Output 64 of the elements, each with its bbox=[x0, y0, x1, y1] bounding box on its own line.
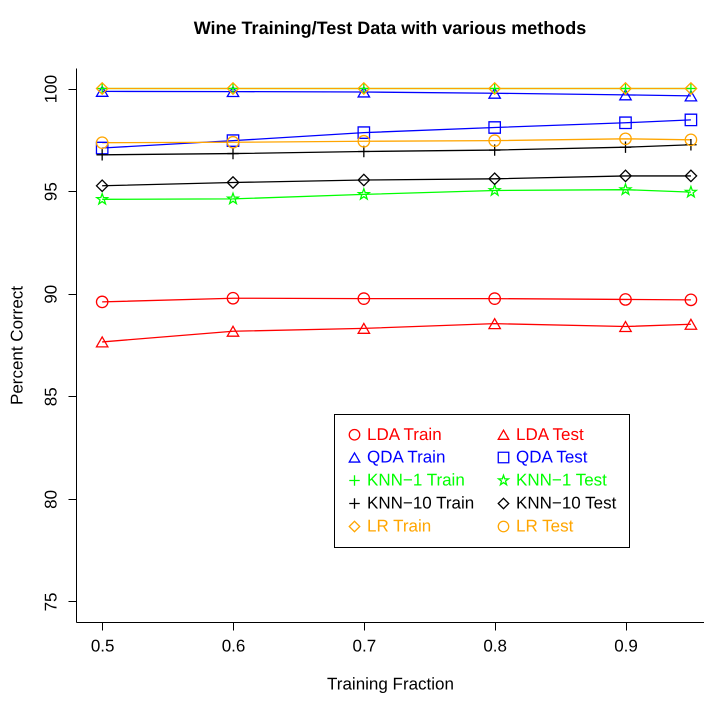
x-tick-label: 0.5 bbox=[90, 636, 114, 656]
legend-label: LR Train bbox=[367, 516, 432, 536]
point bbox=[684, 114, 698, 126]
point bbox=[357, 322, 370, 334]
y-tick-label: 75 bbox=[42, 592, 60, 612]
legend-label: KNN−10 Train bbox=[367, 494, 474, 512]
point bbox=[96, 86, 109, 97]
legend-label: QDA Test bbox=[516, 448, 588, 466]
point bbox=[619, 320, 632, 332]
point bbox=[357, 126, 370, 139]
point bbox=[488, 172, 502, 186]
point bbox=[488, 134, 502, 147]
y-tick-label: 80 bbox=[42, 490, 60, 509]
point bbox=[619, 132, 632, 146]
legend-label: KNN−1 Test bbox=[516, 470, 608, 490]
point bbox=[488, 88, 502, 99]
point bbox=[96, 192, 108, 205]
y-tick-label: 95 bbox=[42, 182, 60, 202]
point bbox=[226, 176, 240, 189]
point bbox=[226, 292, 240, 305]
y-tick-label: 85 bbox=[42, 387, 60, 406]
point bbox=[96, 296, 109, 308]
point bbox=[684, 90, 698, 102]
legend-label: QDA Train bbox=[367, 448, 446, 466]
point bbox=[357, 134, 370, 148]
point bbox=[96, 136, 109, 150]
y-tick-label: 90 bbox=[42, 284, 60, 304]
point bbox=[684, 170, 698, 182]
legend-label: LDA Train bbox=[367, 424, 442, 444]
point bbox=[619, 293, 632, 306]
point bbox=[684, 133, 698, 146]
x-tick-label: 0.8 bbox=[483, 636, 507, 656]
legend-label: LDA Test bbox=[516, 424, 584, 444]
point bbox=[684, 318, 698, 330]
point bbox=[96, 142, 109, 154]
point bbox=[488, 184, 501, 196]
x-tick-label: 0.6 bbox=[222, 636, 246, 656]
point bbox=[96, 179, 109, 192]
point bbox=[488, 292, 502, 305]
point bbox=[96, 336, 109, 348]
y-tick-label: 100 bbox=[42, 74, 60, 104]
x-tick-label: 0.9 bbox=[614, 636, 638, 656]
point bbox=[357, 174, 370, 186]
point bbox=[357, 86, 370, 98]
legend-label: LR Test bbox=[516, 516, 574, 536]
point bbox=[357, 292, 370, 305]
point bbox=[226, 326, 240, 337]
y-axis-title: Percent Correct bbox=[8, 286, 26, 406]
legend-label: KNN−10 Test bbox=[516, 494, 617, 512]
point bbox=[226, 192, 240, 204]
point bbox=[619, 89, 632, 100]
x-tick-label: 0.7 bbox=[352, 636, 376, 656]
chart-title: Wine Training/Test Data with various methods bbox=[194, 18, 586, 38]
legend-label: KNN−1 Train bbox=[367, 470, 465, 490]
point bbox=[488, 318, 502, 330]
point bbox=[619, 170, 632, 182]
point bbox=[619, 183, 632, 195]
point bbox=[226, 86, 240, 98]
point bbox=[619, 116, 632, 130]
point bbox=[684, 294, 698, 306]
point bbox=[684, 186, 697, 198]
point bbox=[488, 121, 502, 134]
point bbox=[358, 188, 370, 200]
x-axis-title: Training Fraction bbox=[327, 674, 454, 694]
